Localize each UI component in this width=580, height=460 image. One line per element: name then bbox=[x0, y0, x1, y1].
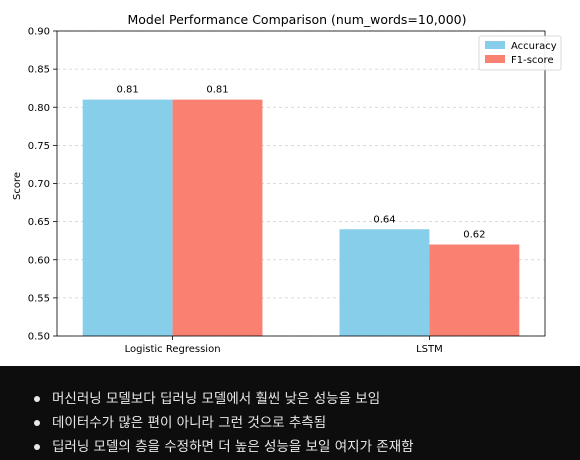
note-text: 데이터수가 많은 편이 아니라 그런 것으로 추측됨 bbox=[52, 415, 326, 431]
bullet-icon bbox=[34, 420, 40, 426]
note-item: 머신러닝 모델보다 딥러닝 모델에서 훨씬 낮은 성능을 보임 bbox=[34, 388, 414, 412]
note-text: 머신러닝 모델보다 딥러닝 모델에서 훨씬 낮은 성능을 보임 bbox=[52, 391, 380, 407]
bar-value-label: 0.62 bbox=[463, 230, 485, 241]
legend-label: Accuracy bbox=[511, 41, 557, 52]
x-tick-label: LSTM bbox=[416, 344, 443, 355]
bar-accuracy bbox=[340, 229, 430, 336]
x-tick-label: Logistic Regression bbox=[125, 344, 221, 355]
bar-value-label: 0.81 bbox=[116, 85, 138, 96]
y-tick-label: 0.65 bbox=[28, 217, 50, 228]
legend-label: F1-score bbox=[511, 55, 554, 66]
bar-accuracy bbox=[83, 100, 173, 336]
y-tick-label: 0.80 bbox=[28, 103, 50, 114]
bar-f1-score bbox=[173, 100, 263, 336]
notes-section: 머신러닝 모델보다 딥러닝 모델에서 훨씬 낮은 성능을 보임 데이터수가 많은… bbox=[0, 366, 580, 459]
bullet-icon bbox=[34, 396, 40, 402]
bar-value-label: 0.64 bbox=[373, 214, 395, 225]
bar-f1-score bbox=[429, 245, 519, 337]
chart-title: Model Performance Comparison (num_words=… bbox=[128, 12, 467, 27]
y-tick-label: 0.70 bbox=[28, 179, 50, 190]
chart-figure: Model Performance Comparison (num_words=… bbox=[0, 0, 580, 366]
y-axis-label: Score bbox=[12, 172, 23, 200]
bar-chart: Model Performance Comparison (num_words=… bbox=[0, 0, 580, 366]
y-tick-label: 0.50 bbox=[28, 332, 50, 343]
y-tick-label: 0.60 bbox=[28, 255, 50, 266]
notes-list: 머신러닝 모델보다 딥러닝 모델에서 훨씬 낮은 성능을 보임 데이터수가 많은… bbox=[34, 388, 414, 460]
legend-swatch bbox=[485, 55, 505, 63]
y-tick-label: 0.85 bbox=[28, 65, 50, 76]
bullet-icon bbox=[34, 444, 40, 450]
y-tick-label: 0.90 bbox=[28, 27, 50, 38]
note-text: 딥러닝 모델의 층을 수정하면 더 높은 성능을 보일 여지가 존재함 bbox=[52, 439, 414, 455]
note-item: 딥러닝 모델의 층을 수정하면 더 높은 성능을 보일 여지가 존재함 bbox=[34, 436, 414, 460]
note-item: 데이터수가 많은 편이 아니라 그런 것으로 추측됨 bbox=[34, 412, 414, 436]
legend-swatch bbox=[485, 41, 505, 49]
y-tick-label: 0.55 bbox=[28, 293, 50, 304]
bar-value-label: 0.81 bbox=[206, 85, 228, 96]
y-tick-label: 0.75 bbox=[28, 141, 50, 152]
